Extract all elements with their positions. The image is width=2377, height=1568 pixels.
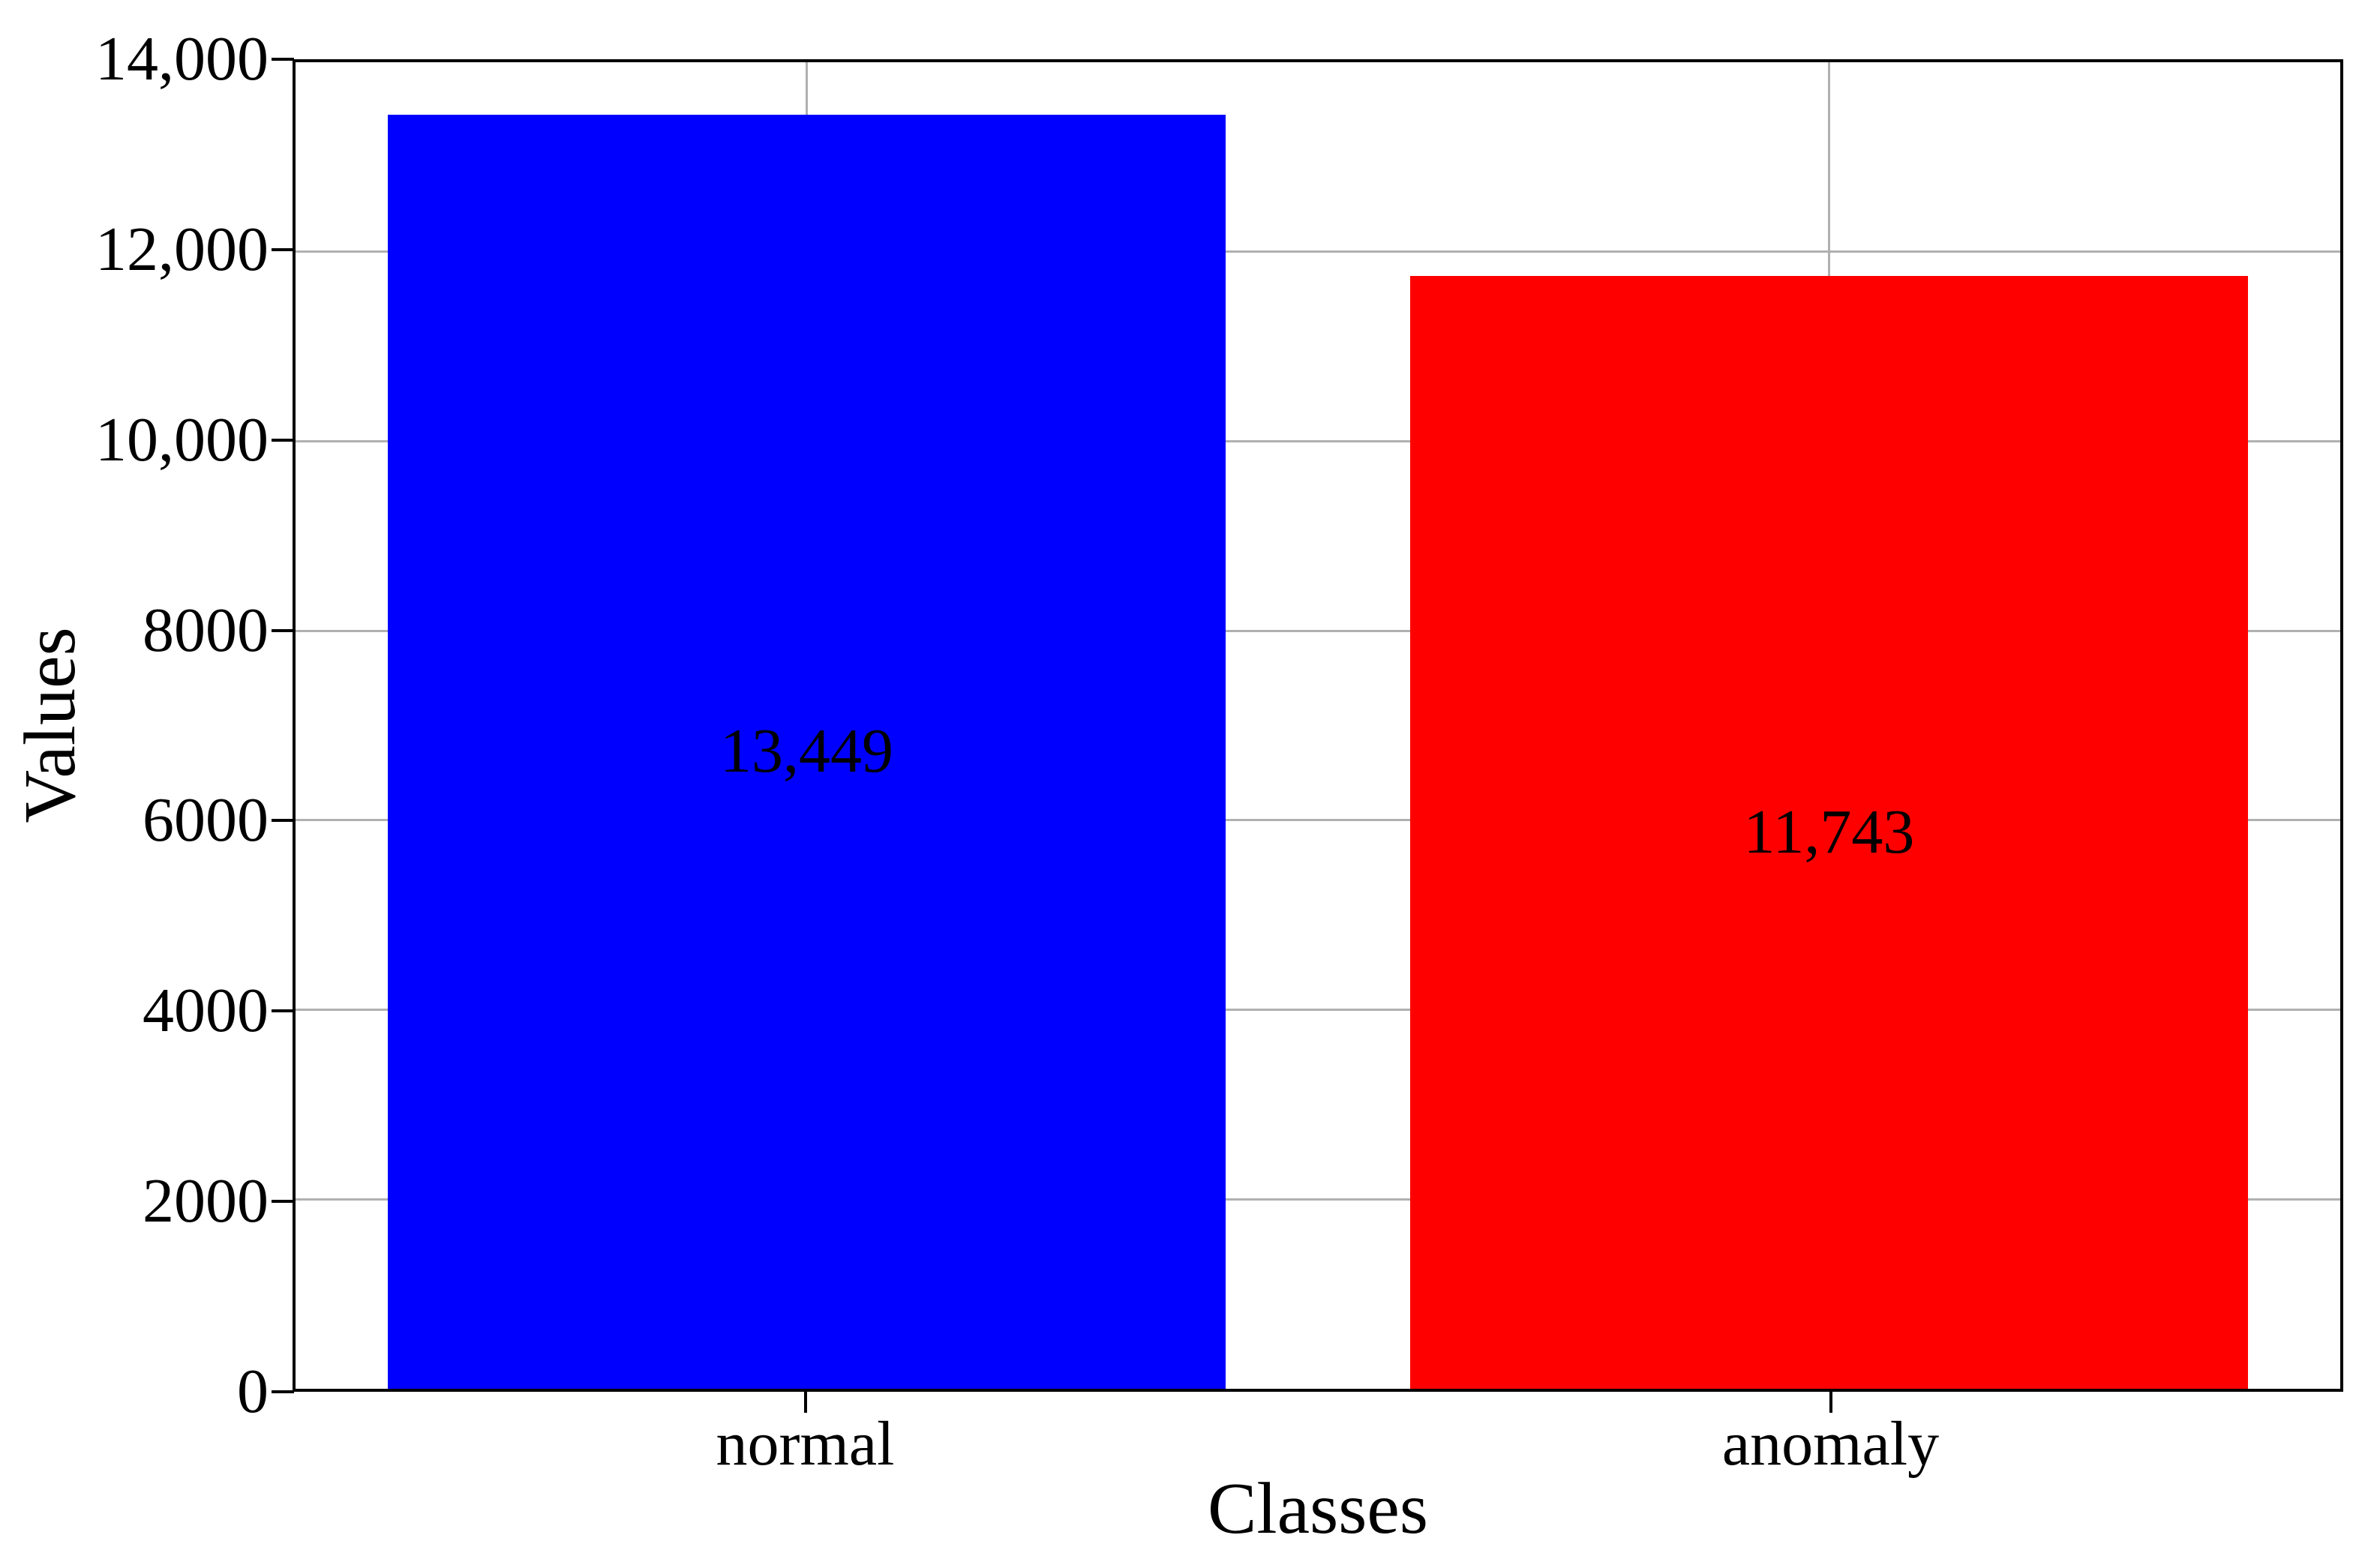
y-tick-mark [272, 1200, 294, 1204]
y-tick-label: 10,000 [95, 404, 269, 475]
y-tick-mark [272, 819, 294, 823]
horizontal-gridline [296, 629, 2340, 632]
x-tick-mark [803, 1392, 807, 1413]
y-tick-mark [272, 628, 294, 632]
horizontal-gridline [296, 1009, 2340, 1012]
horizontal-gridline [296, 1198, 2340, 1201]
horizontal-gridline [296, 250, 2340, 253]
x-tick-mark [1829, 1392, 1832, 1413]
y-tick-mark [272, 438, 294, 442]
bar-value-label: 13,449 [719, 716, 893, 787]
bar-normal: 13,449 [387, 114, 1226, 1389]
y-tick-label: 12,000 [95, 214, 269, 284]
x-tick-label-normal: normal [716, 1409, 895, 1479]
horizontal-gridline [296, 439, 2340, 442]
y-tick-mark [272, 1009, 294, 1013]
y-tick-mark [272, 58, 294, 61]
y-tick-label: 0 [237, 1357, 269, 1426]
y-tick-label: 4000 [143, 976, 269, 1046]
y-tick-mark [272, 1390, 294, 1393]
x-tick-label-anomaly: anomaly [1721, 1409, 1940, 1479]
y-tick-label: 6000 [143, 785, 269, 856]
plot-area: 13,449 11,743 [293, 59, 2343, 1392]
bar-value-label: 11,743 [1743, 797, 1915, 868]
y-tick-label: 8000 [143, 595, 269, 665]
y-tick-label: 2000 [143, 1166, 269, 1237]
y-tick-mark [272, 247, 294, 251]
bar-anomaly: 11,743 [1409, 276, 2249, 1389]
y-tick-label: 14,000 [95, 24, 269, 94]
x-axis-title: Classes [1208, 1468, 1428, 1549]
horizontal-gridline [296, 819, 2340, 822]
